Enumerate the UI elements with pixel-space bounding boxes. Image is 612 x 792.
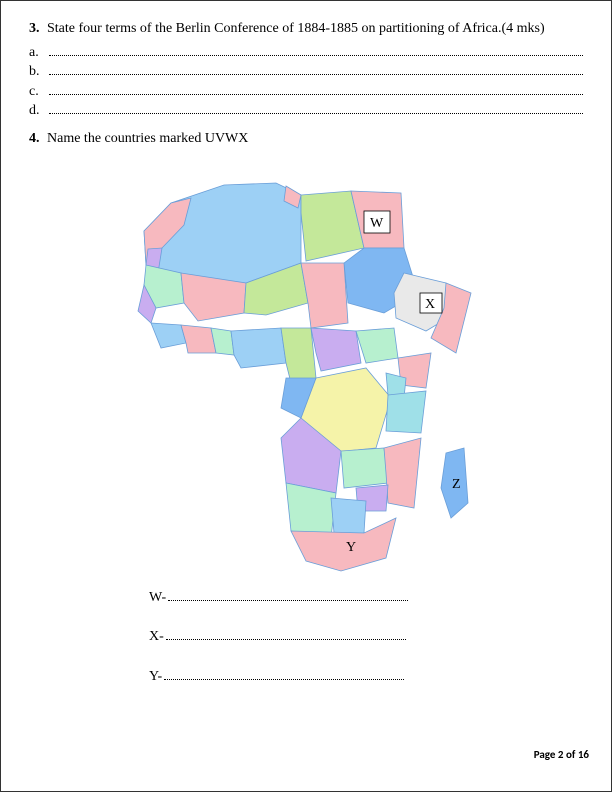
region-cameroon — [281, 328, 316, 383]
region-tanzania — [386, 391, 426, 433]
q3-text: State four terms of the Berlin Conferenc… — [47, 21, 583, 37]
sub-label: c. — [29, 83, 45, 102]
footer-prefix: Page — [534, 748, 558, 761]
q4-answer-lines: W- X- Y- — [149, 588, 583, 685]
region-car — [311, 328, 361, 371]
answer-dotted-line[interactable] — [164, 667, 404, 680]
region-chad — [301, 263, 348, 328]
answer-line[interactable] — [49, 82, 583, 95]
map-label-W: W — [364, 211, 390, 233]
q3-sub-b[interactable]: b. — [29, 62, 583, 81]
region-nigeria — [231, 328, 286, 368]
map-label-Z: Z — [452, 477, 461, 492]
answer-line-Y[interactable]: Y- — [149, 667, 583, 685]
q3-number: 3. — [29, 21, 47, 37]
page-footer: Page 2 of 16 — [534, 748, 589, 761]
answer-dotted-line[interactable] — [166, 628, 406, 641]
svg-text:X: X — [425, 297, 435, 312]
region-zambia — [341, 448, 388, 488]
answer-line[interactable] — [49, 62, 583, 75]
region-botswana — [331, 498, 366, 533]
map-label-X: X — [420, 293, 442, 313]
sub-label: a. — [29, 44, 45, 63]
q3-sub-d[interactable]: d. — [29, 101, 583, 120]
sub-label: b. — [29, 63, 45, 82]
region-mozambique — [384, 438, 421, 508]
q3-sub-c[interactable]: c. — [29, 82, 583, 101]
svg-text:Z: Z — [452, 477, 461, 492]
footer-total: 16 — [578, 748, 589, 761]
answer-line[interactable] — [49, 101, 583, 114]
answer-label: Y- — [149, 669, 162, 685]
question-4: 4. Name the countries marked UVWX — [29, 131, 583, 147]
map-label-Y: Y — [346, 540, 356, 555]
answer-line-W[interactable]: W- — [149, 588, 583, 606]
q4-number: 4. — [29, 131, 47, 147]
answer-line-X[interactable]: X- — [149, 628, 583, 646]
footer-mid: of — [563, 748, 577, 761]
africa-map: W X Y Z — [29, 153, 583, 578]
q3-sub-a[interactable]: a. — [29, 43, 583, 62]
svg-text:Y: Y — [346, 540, 356, 555]
region-ssudan — [356, 328, 398, 363]
region-guinea — [151, 323, 186, 348]
answer-label: X- — [149, 629, 164, 645]
region-namibia — [286, 483, 336, 538]
question-3: 3. State four terms of the Berlin Confer… — [29, 21, 583, 37]
map-svg: W X Y Z — [126, 153, 486, 573]
q4-text: Name the countries marked UVWX — [47, 131, 583, 147]
answer-line[interactable] — [49, 43, 583, 56]
sub-label: d. — [29, 102, 45, 121]
answer-label: W- — [149, 590, 166, 606]
answer-dotted-line[interactable] — [168, 588, 408, 601]
svg-text:W: W — [370, 216, 384, 231]
region-ivory — [181, 325, 216, 353]
q3-subitems: a. b. c. d. — [29, 43, 583, 121]
